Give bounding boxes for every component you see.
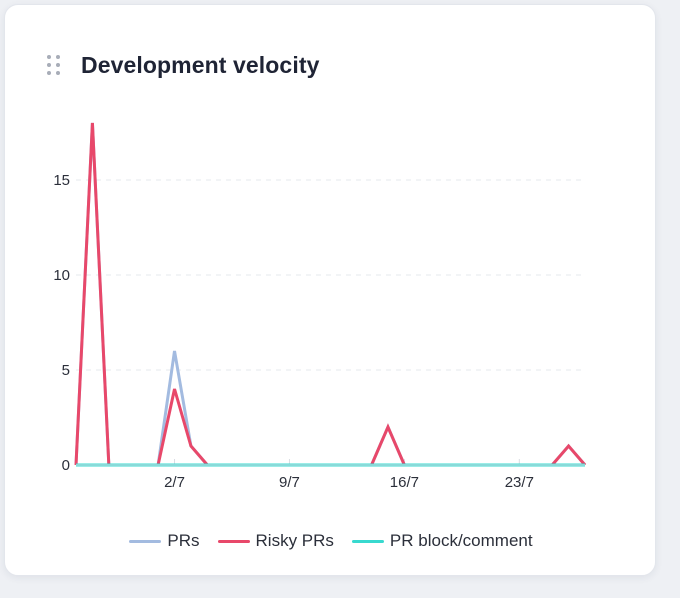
y-axis-ticks: 0 5 10 15 bbox=[53, 172, 70, 474]
legend-item[interactable]: PRs bbox=[129, 531, 200, 551]
legend-swatch bbox=[351, 539, 384, 543]
series-layer bbox=[74, 122, 587, 467]
legend-item[interactable]: PR block/comment bbox=[351, 531, 533, 551]
x-tick-label: 9/7 bbox=[279, 474, 300, 491]
y-tick-label: 10 bbox=[53, 267, 70, 284]
y-tick-label: 15 bbox=[53, 172, 70, 189]
legend-item[interactable]: Risky PRs bbox=[217, 531, 334, 551]
legend-label: Risky PRs bbox=[255, 531, 334, 550]
development-velocity-card: Development velocity 0 5 10 15 2/7 9/7 16/7 23… bbox=[4, 4, 656, 576]
x-axis-ticks: 2/7 9/7 16/7 23/7 bbox=[164, 459, 534, 491]
x-tick-label: 16/7 bbox=[390, 474, 419, 491]
series-line-risky-prs[interactable] bbox=[74, 122, 587, 467]
grid-layer bbox=[76, 179, 585, 371]
legend-label: PRs bbox=[167, 531, 200, 550]
velocity-line-chart: 0 5 10 15 2/7 9/7 16/7 23/7 bbox=[53, 122, 587, 491]
y-tick-label: 0 bbox=[62, 457, 70, 474]
legend-swatch bbox=[217, 539, 250, 543]
chart-legend: PRs Risky PRs PR block/comment bbox=[5, 531, 657, 551]
x-tick-label: 23/7 bbox=[505, 474, 534, 491]
card-title: Development velocity bbox=[81, 51, 320, 78]
legend-swatch bbox=[129, 539, 162, 543]
x-tick-label: 2/7 bbox=[164, 474, 185, 491]
series-line-prs[interactable] bbox=[74, 122, 587, 467]
y-tick-label: 5 bbox=[62, 362, 70, 379]
card-header: Development velocity bbox=[47, 43, 319, 87]
drag-handle-icon[interactable] bbox=[47, 55, 61, 75]
legend-label: PR block/comment bbox=[389, 531, 533, 550]
